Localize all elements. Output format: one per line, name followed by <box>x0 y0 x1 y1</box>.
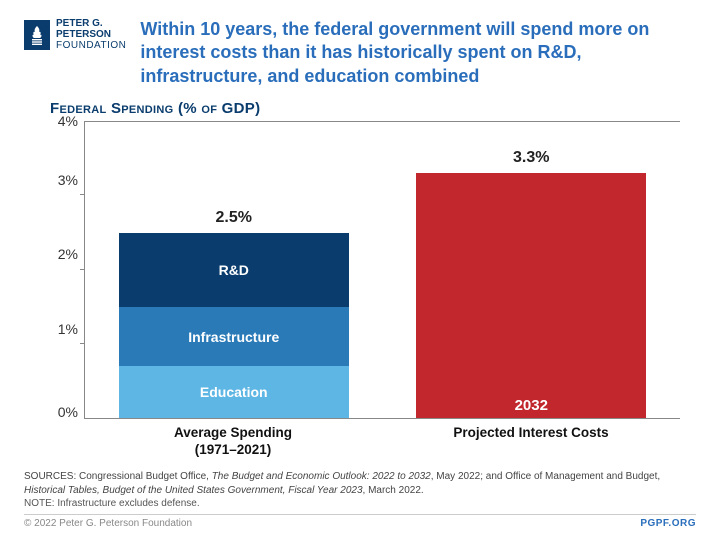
segment-education: Education <box>119 366 349 418</box>
y-tick-2: 2% <box>58 246 78 262</box>
bars-container: 2.5% R&D Infrastructure Education 3.3% 2… <box>85 121 680 418</box>
src-mid: , May 2022; and Office of Management and… <box>431 471 660 482</box>
src-ital1: The Budget and Economic Outlook: 2022 to… <box>212 471 431 482</box>
sources-text: SOURCES: Congressional Budget Office, Th… <box>24 470 696 497</box>
logo-text: PETER G. PETERSON FOUNDATION <box>56 18 126 51</box>
bar-year-label: 2032 <box>416 397 646 414</box>
src-ital2: Historical Tables, Budget of the United … <box>24 485 363 496</box>
header: PETER G. PETERSON FOUNDATION Within 10 y… <box>0 0 720 96</box>
logo: PETER G. PETERSON FOUNDATION <box>24 18 126 51</box>
y-axis: 0% 1% 2% 3% 4% <box>50 121 84 419</box>
x-label-avg: Average Spending (1971–2021) <box>118 425 348 459</box>
bar-total-label: 3.3% <box>416 149 646 167</box>
chart: 0% 1% 2% 3% 4% 2.5% R&D Infrastructure E… <box>50 121 680 441</box>
x-axis-labels: Average Spending (1971–2021) Projected I… <box>84 425 680 459</box>
src-end: , March 2022. <box>363 485 424 496</box>
segment-infrastructure: Infrastructure <box>119 307 349 366</box>
x-label-proj: Projected Interest Costs <box>416 425 646 459</box>
bar-total-label: 2.5% <box>119 209 349 227</box>
y-tick-0: 0% <box>58 404 78 420</box>
logo-line1: PETER G. <box>56 18 126 29</box>
y-tick-3: 3% <box>58 172 78 188</box>
chart-subtitle: Federal Spending (% of GDP) <box>0 96 720 121</box>
segment-interest <box>416 173 646 418</box>
site-link[interactable]: PGPF.ORG <box>640 517 696 531</box>
segment-rd: R&D <box>119 233 349 307</box>
logo-line3: FOUNDATION <box>56 40 126 51</box>
bar-average-spending: 2.5% R&D Infrastructure Education <box>119 233 349 419</box>
src-prefix: SOURCES: Congressional Budget Office, <box>24 471 212 482</box>
footer: SOURCES: Congressional Budget Office, Th… <box>24 470 696 530</box>
copyright-text: © 2022 Peter G. Peterson Foundation <box>24 517 192 531</box>
chart-headline: Within 10 years, the federal government … <box>140 18 650 88</box>
footer-row: © 2022 Peter G. Peterson Foundation PGPF… <box>24 514 696 531</box>
torch-icon <box>24 20 50 50</box>
logo-line2: PETERSON <box>56 29 126 40</box>
y-tick-4: 4% <box>58 113 78 129</box>
y-tick-1: 1% <box>58 321 78 337</box>
bar-projected-interest: 3.3% 2032 <box>416 173 646 418</box>
plot-area: 2.5% R&D Infrastructure Education 3.3% 2… <box>84 121 680 419</box>
x-label-text: Average Spending (1971–2021) <box>174 425 292 457</box>
note-text: NOTE: Infrastructure excludes defense. <box>24 497 696 511</box>
